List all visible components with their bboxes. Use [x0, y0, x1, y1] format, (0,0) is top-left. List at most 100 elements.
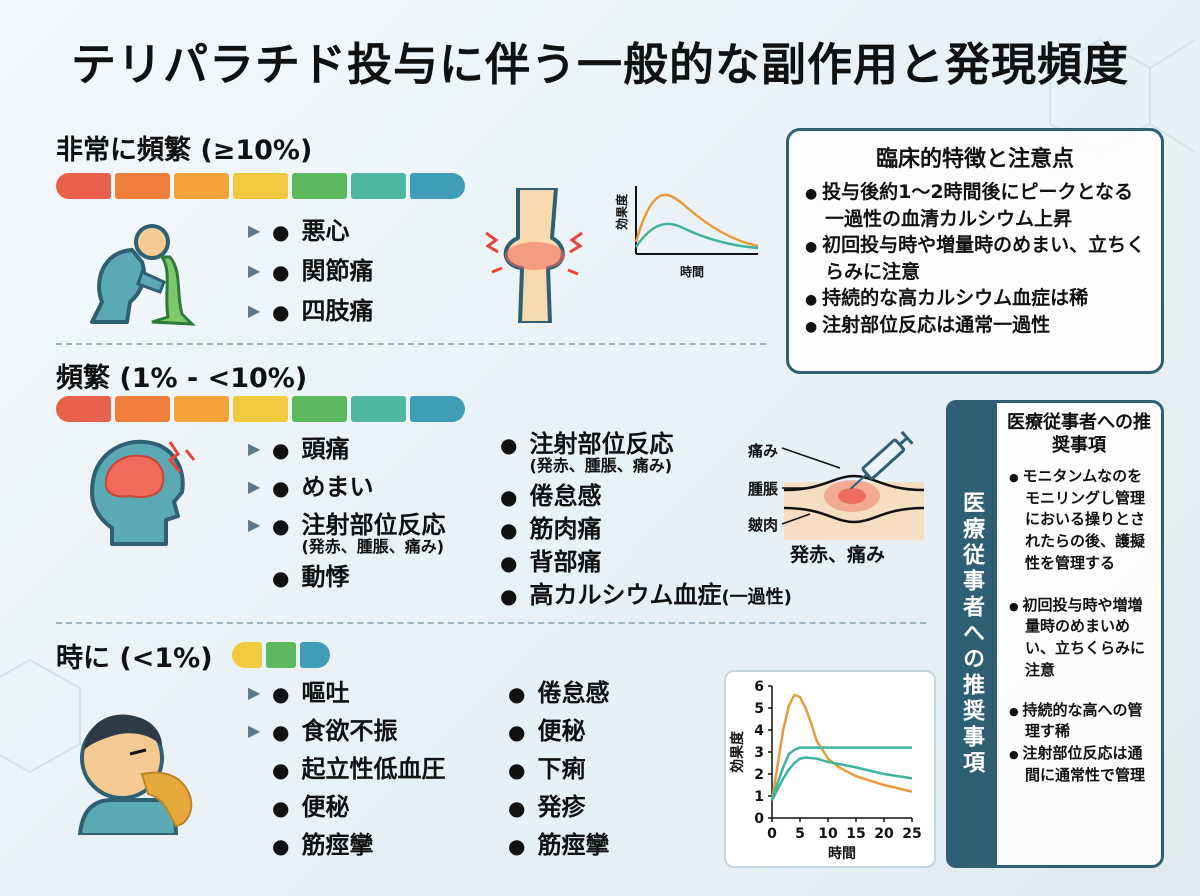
freq-seg	[410, 173, 465, 199]
y-tick-label: 2	[754, 767, 764, 783]
injection-caption: 発赤、痛み	[790, 544, 886, 566]
list-item: 投与後約1〜2時間後にピークとなる一過性の血清カルシウム上昇	[803, 179, 1147, 232]
freq-seg	[232, 642, 262, 668]
list-item: モニタンムなのをモニリングし管理においる操りとされたらの後、護擬性を管理する	[1007, 466, 1151, 575]
freq-seg	[351, 396, 406, 422]
effect-chart-panel	[724, 670, 936, 868]
frequency-bar-very-common	[56, 173, 465, 199]
list-item: ▶●便秘	[272, 793, 350, 821]
very-common-list: ▶ ● 悪心 ▶ ● 関節痛 ▶ ● 四肢痛	[248, 219, 373, 339]
y-tick-label: 4	[754, 723, 764, 739]
frequency-bar-common	[56, 396, 465, 422]
freq-seg	[56, 173, 111, 199]
recommend-card-title: 医療従事者への推奨事項	[1007, 412, 1151, 457]
x-tick-label: 10	[818, 826, 838, 842]
injection-site-diagram	[781, 430, 925, 540]
list-item: ● 筋痙攣	[508, 831, 610, 859]
list-item: ● 注射部位反応 (発赤、腫脹、痛み)	[500, 430, 674, 475]
freq-seg	[292, 173, 347, 199]
chevron-right-icon: ▶	[248, 439, 261, 458]
injection-label-swelling: 腫脹	[748, 480, 779, 498]
list-item: ● 背部痛	[500, 548, 602, 576]
injection-label-pain: 痛み	[748, 442, 779, 460]
list-item: 持続的な高カルシウム血症は稀	[803, 285, 1147, 312]
chevron-right-icon: ▶	[248, 261, 261, 280]
section-heading-very-common: 非常に頻繁 (≥10%)	[56, 135, 313, 166]
series-line-0	[770, 693, 913, 801]
list-item: ▶ ● 食欲不振	[248, 717, 398, 745]
knee-joint-pain-icon	[485, 188, 583, 323]
list-item: ▶ ● 関節痛	[248, 257, 374, 285]
injection-label-skin: 皴肉	[748, 516, 779, 534]
y-tick-label: 0	[754, 811, 764, 827]
series-line-1	[770, 746, 912, 801]
freq-seg	[300, 642, 330, 668]
nausea-person-icon	[90, 224, 196, 326]
recommend-card-list: モニタンムなのをモニリングし管理においる操りとされたらの後、護擬性を管理する 初…	[1007, 466, 1151, 787]
x-tick-label: 0	[767, 826, 777, 842]
y-axis-label: 効果度	[729, 730, 746, 773]
uncommon-list-left: ▶●嘔吐 ▶●食欲不振 ▶●起立性低血圧 ▶●便秘 ▶●筋痙攣	[248, 681, 445, 871]
frequency-bar-uncommon	[232, 642, 330, 668]
chevron-right-icon: ▶	[248, 683, 261, 702]
recommend-card: 医療従事者への推奨事項 モニタンムなのをモニリングし管理においる操りとされたらの…	[994, 400, 1164, 868]
list-item: ● 筋肉痛	[500, 515, 602, 543]
common-list-left: ▶●頭痛 ▶●めまい ▶●注射部位反応(発赤、腫脹、痛み) ▶●動悸	[248, 437, 445, 601]
effect-line-chart: 0 1 2 3 4 5 6 0 5 10 15 20 25 時間 効果度	[729, 679, 922, 862]
freq-seg	[233, 173, 288, 199]
list-item: ▶ ● 悪心	[248, 217, 350, 245]
x-tick-label: 20	[874, 826, 894, 842]
y-tick-label: 1	[754, 789, 764, 805]
list-item: ▶●動悸	[272, 563, 350, 591]
list-item: ● 倦怠感	[500, 482, 602, 510]
mini-effect-chart: 効果度 時間	[614, 186, 759, 279]
headache-head-icon	[90, 439, 196, 546]
freq-seg	[266, 642, 296, 668]
common-list-right: ● 注射部位反応 (発赤、腫脹、痛み) ● 倦怠感 ● 筋肉痛 ● 背部痛 ● 高カルシウム…	[500, 432, 792, 616]
clinical-card-list: 投与後約1〜2時間後にピークとなる一過性の血清カルシウム上昇 初回投与時や増量時…	[803, 179, 1147, 339]
list-item: ● 発疹	[508, 793, 586, 821]
list-item: ▶ ● 嘔吐	[248, 679, 350, 707]
list-item: ▶●筋痙攣	[272, 831, 374, 859]
y-tick-label: 5	[754, 701, 764, 717]
section-divider	[56, 343, 766, 345]
mini-chart-xlabel: 時間	[680, 264, 704, 279]
x-tick-label: 5	[795, 826, 805, 842]
list-item: ▶●起立性低血圧	[272, 755, 446, 783]
freq-seg	[351, 173, 406, 199]
clinical-card-title: 臨床的特徴と注意点	[875, 147, 1074, 172]
list-item: ● 高カルシウム血症 (一過性)	[500, 581, 792, 609]
list-item: 注射部位反応は通間に通常性で管理	[1007, 743, 1151, 787]
y-tick-label: 3	[754, 745, 764, 761]
mini-chart-ylabel: 効果度	[614, 193, 629, 230]
list-item: ● 倦怠感	[508, 679, 610, 707]
series-line-2	[770, 756, 913, 801]
section-heading-common: 頻繁 (1% - <10%)	[56, 363, 308, 394]
chevron-right-icon: ▶	[248, 477, 261, 496]
freq-seg	[292, 396, 347, 422]
list-item: ▶ ● 注射部位反応 (発赤、腫脹、痛み)	[248, 511, 446, 556]
clinical-features-card: 臨床的特徴と注意点 投与後約1〜2時間後にピークとなる一過性の血清カルシウム上昇…	[786, 128, 1164, 374]
section-divider	[56, 622, 926, 624]
list-item: 注射部位反応は通常一過性	[803, 312, 1147, 339]
list-item: ● 下痢	[508, 755, 586, 783]
chevron-right-icon: ▶	[248, 301, 261, 320]
vomiting-person-icon	[77, 714, 193, 835]
chevron-right-icon: ▶	[248, 721, 261, 740]
list-item: 初回投与時や増増量時のめまいめい、立ちくらみに注意	[1007, 595, 1151, 682]
x-axis-label: 時間	[828, 845, 856, 862]
list-item: 初回投与時や増量時のめまい、立ちくらみに注意	[803, 232, 1147, 285]
uncommon-list-right: ● 倦怠感 ● 便秘 ● 下痢 ● 発疹 ● 筋痙攣	[508, 681, 609, 871]
freq-seg	[56, 396, 111, 422]
list-item: ▶ ● 頭痛	[248, 435, 350, 463]
freq-seg	[174, 396, 229, 422]
section-heading-uncommon: 時に (<1%)	[56, 643, 213, 674]
freq-seg	[115, 173, 170, 199]
list-item: 持続的な高への管理す稀	[1007, 700, 1151, 744]
chevron-right-icon: ▶	[248, 221, 261, 240]
chevron-right-icon: ▶	[248, 515, 261, 534]
freq-seg	[410, 396, 465, 422]
page-title: テリパラチド投与に伴う一般的な副作用と発現頻度	[70, 38, 1129, 91]
freq-seg	[115, 396, 170, 422]
x-tick-label: 15	[846, 826, 865, 842]
